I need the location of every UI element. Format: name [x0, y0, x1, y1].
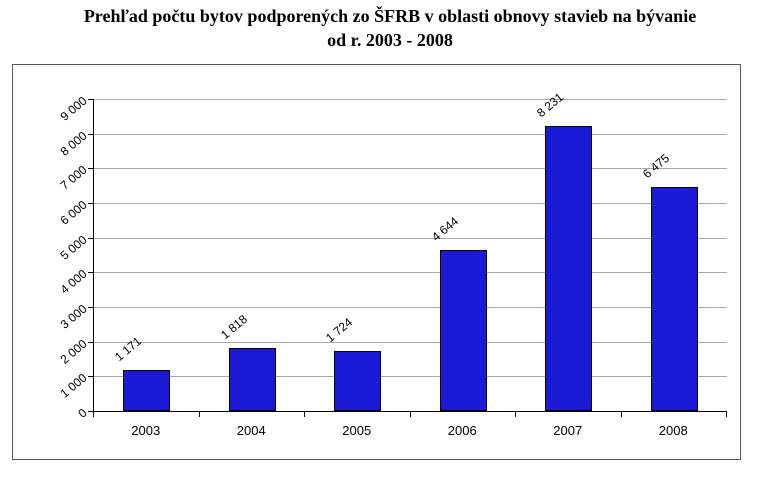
bar-value-label: 4 644 — [428, 213, 461, 245]
x-axis-label: 2007 — [553, 423, 583, 438]
x-axis-tick — [93, 412, 94, 417]
y-axis-tick — [88, 307, 93, 308]
plot-area: 1 171 1 818 1 724 4 644 8 231 6 475 — [93, 90, 727, 412]
gridline — [94, 168, 727, 170]
x-axis-tick — [515, 412, 516, 417]
x-axis-label: 2003 — [131, 423, 161, 438]
gridline — [94, 203, 727, 204]
y-axis-tick — [88, 133, 93, 135]
x-axis-tick — [409, 412, 411, 417]
gridline — [94, 237, 727, 239]
y-axis-label: 8 000 — [57, 128, 90, 159]
bar-value-label: 1 171 — [112, 334, 145, 365]
x-axis-label: 2005 — [342, 423, 372, 438]
y-axis-label: 4 000 — [57, 266, 90, 297]
y-axis-label: 2 000 — [57, 336, 90, 367]
y-axis-label: 5 000 — [57, 232, 90, 263]
y-axis-tick — [88, 376, 93, 378]
gridline — [94, 376, 727, 378]
y-axis-label: 0 — [75, 405, 90, 421]
bar — [650, 186, 698, 411]
x-axis-label: 2006 — [447, 423, 477, 438]
chart-title: Prehľad počtu bytov podporených zo ŠFRB … — [0, 4, 780, 52]
bar — [334, 351, 382, 411]
y-axis-tick — [88, 203, 93, 204]
y-axis-label: 7 000 — [57, 162, 90, 193]
gridline — [94, 307, 727, 308]
bar — [545, 125, 593, 411]
y-axis-tick — [88, 168, 93, 170]
x-axis-tick — [620, 412, 622, 417]
y-axis-tick — [88, 237, 93, 239]
y-axis-label: 9 000 — [57, 93, 90, 124]
gridline — [94, 272, 727, 274]
x-axis-label: 2004 — [236, 423, 266, 438]
y-axis-tick — [88, 272, 93, 274]
chart-title-line1: Prehľad počtu bytov podporených zo ŠFRB … — [83, 6, 697, 26]
bar-value-label: 6 475 — [639, 150, 672, 181]
y-axis-tick — [88, 411, 93, 412]
gridline — [94, 133, 727, 135]
chart-title-line2: od r. 2003 - 2008 — [327, 30, 453, 50]
bar-value-label: 8 231 — [534, 89, 567, 120]
y-axis-label: 1 000 — [57, 370, 90, 401]
bar — [228, 347, 276, 411]
y-axis-label: 3 000 — [57, 301, 90, 332]
x-axis-tick — [726, 412, 727, 417]
y-axis-label: 6 000 — [57, 197, 90, 228]
y-axis-tick — [88, 341, 93, 343]
y-axis-tick — [88, 99, 93, 100]
gridline — [94, 341, 727, 343]
bar — [123, 370, 171, 411]
bar — [439, 250, 487, 411]
x-axis-tick — [198, 412, 200, 417]
gridline — [94, 99, 727, 100]
bar-value-label: 1 818 — [217, 311, 250, 342]
x-axis-tick — [304, 412, 305, 417]
x-axis-label: 2008 — [658, 423, 688, 438]
